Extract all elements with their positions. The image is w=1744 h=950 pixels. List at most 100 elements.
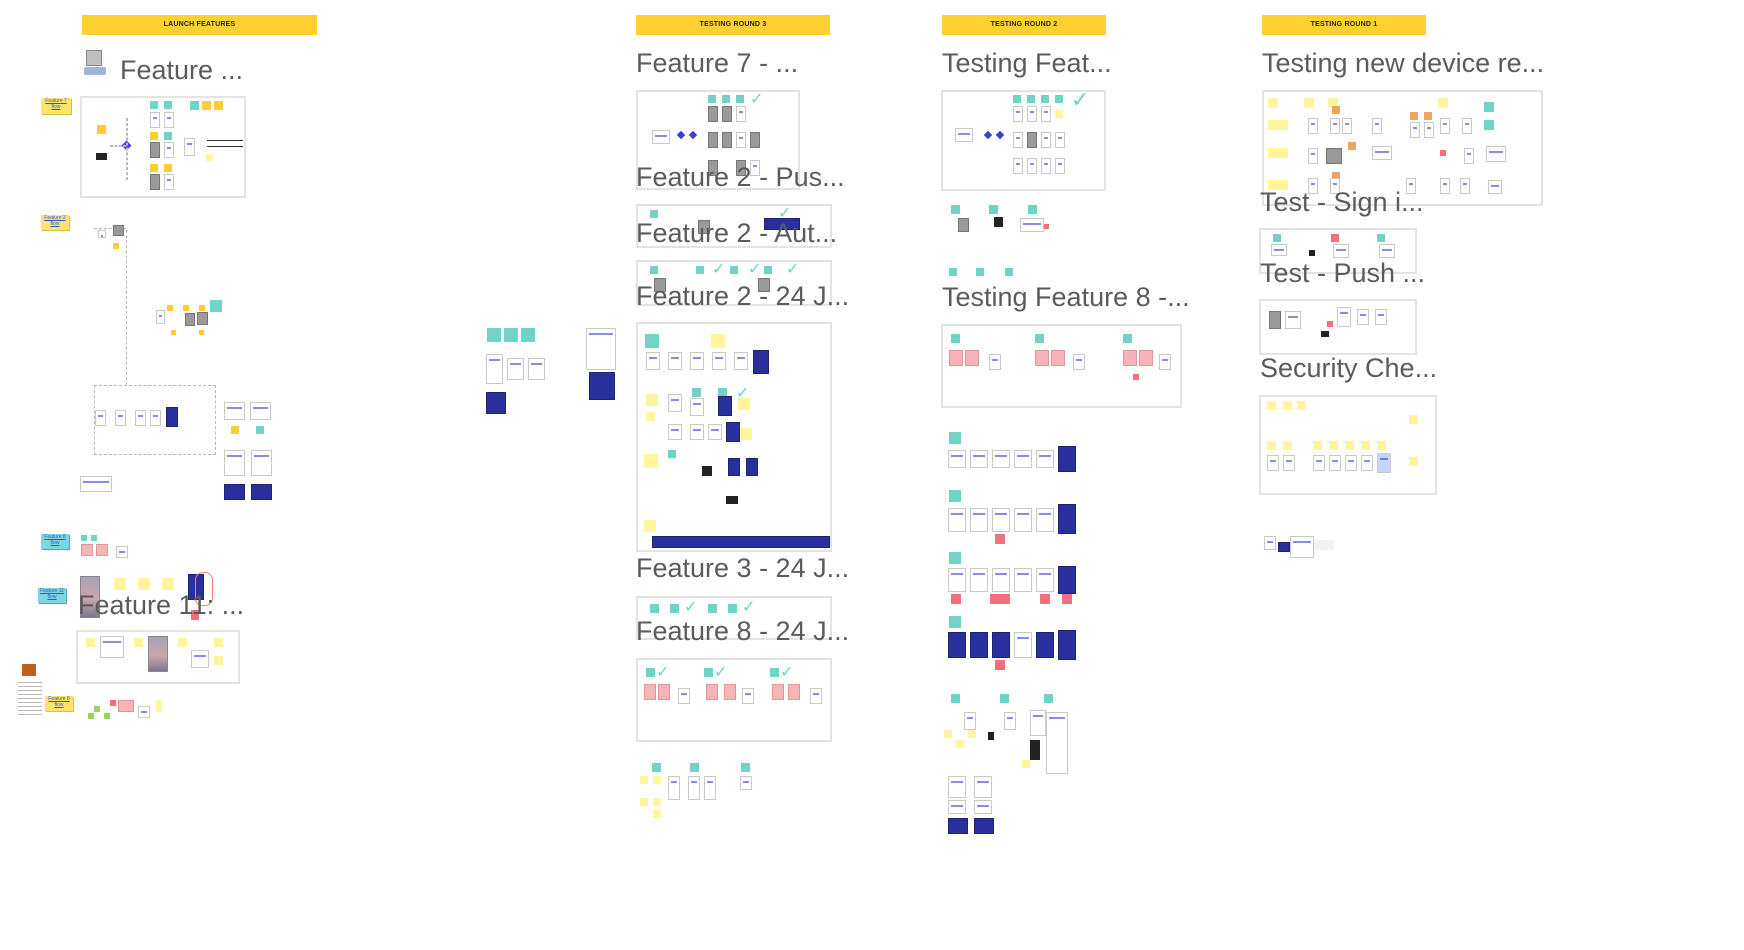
screen-thumbnail[interactable] xyxy=(722,132,732,148)
sticky[interactable] xyxy=(1424,112,1432,120)
sticky[interactable] xyxy=(708,604,717,613)
sticky[interactable] xyxy=(1035,334,1044,343)
screen-thumbnail[interactable] xyxy=(1159,354,1171,370)
screen-thumbnail[interactable] xyxy=(1361,455,1373,471)
sticky[interactable] xyxy=(91,535,97,541)
frame-title-test-push[interactable]: Test - Push ... xyxy=(1260,258,1426,288)
screen-thumbnail[interactable] xyxy=(1036,568,1054,592)
frame-title-feature-3-24j[interactable]: Feature 3 - 24 J... xyxy=(636,553,850,583)
frame-test-sign-in[interactable] xyxy=(1259,228,1417,274)
sticky[interactable] xyxy=(728,604,737,613)
frame-title-testing-feature-8[interactable]: Testing Feature 8 -... xyxy=(942,282,1190,312)
sticky[interactable] xyxy=(1267,441,1276,450)
sticky[interactable] xyxy=(951,694,960,703)
screen-thumbnail[interactable] xyxy=(589,372,615,400)
screen-thumbnail[interactable] xyxy=(1406,178,1416,194)
screen-thumbnail[interactable] xyxy=(706,684,718,700)
sticky[interactable] xyxy=(730,266,738,274)
screen-thumbnail[interactable] xyxy=(712,352,726,370)
screen-thumbnail[interactable] xyxy=(1271,244,1287,256)
screen-thumbnail[interactable] xyxy=(1041,132,1051,148)
sticky[interactable] xyxy=(722,95,730,103)
screen-thumbnail[interactable] xyxy=(690,352,704,370)
sticky[interactable] xyxy=(956,740,964,748)
frame-security-check[interactable] xyxy=(1259,395,1437,495)
sticky[interactable] xyxy=(736,95,744,103)
sticky[interactable] xyxy=(951,205,960,214)
screen-thumbnail[interactable] xyxy=(988,732,994,740)
sticky[interactable] xyxy=(504,328,518,342)
screen-thumbnail[interactable] xyxy=(1014,568,1032,592)
screen-thumbnail[interactable] xyxy=(746,458,758,476)
sticky[interactable] xyxy=(1267,401,1276,410)
sticky[interactable] xyxy=(995,534,1005,544)
screen-thumbnail[interactable] xyxy=(100,636,124,658)
screen-thumbnail[interactable] xyxy=(1308,178,1318,194)
frame-title-testing-feat[interactable]: Testing Feat... xyxy=(942,48,1112,78)
sticky[interactable] xyxy=(86,638,95,647)
sticky[interactable] xyxy=(646,412,655,421)
sticky[interactable] xyxy=(670,604,679,613)
screen-thumbnail[interactable] xyxy=(974,776,992,798)
screen-thumbnail[interactable] xyxy=(1027,158,1037,174)
screen-thumbnail[interactable] xyxy=(1269,311,1281,329)
screen-thumbnail[interactable] xyxy=(1058,504,1076,534)
sticky[interactable] xyxy=(1484,120,1494,130)
sticky[interactable] xyxy=(1409,457,1418,466)
screen-thumbnail[interactable] xyxy=(1372,118,1382,134)
screen-thumbnail[interactable] xyxy=(1410,122,1420,138)
screen-thumbnail[interactable] xyxy=(1379,244,1395,258)
sticky[interactable] xyxy=(968,730,976,738)
screen-thumbnail[interactable] xyxy=(528,358,545,380)
screen-thumbnail[interactable] xyxy=(1357,309,1369,325)
screen-thumbnail[interactable] xyxy=(708,424,722,440)
sticky[interactable] xyxy=(110,700,116,706)
frame-feature-7[interactable]: ✓ xyxy=(636,90,800,190)
screen-thumbnail[interactable] xyxy=(1030,740,1040,760)
sticky[interactable] xyxy=(210,300,222,312)
screen-thumbnail[interactable] xyxy=(992,508,1010,532)
screen-thumbnail[interactable] xyxy=(197,312,208,325)
sticky[interactable] xyxy=(646,394,658,406)
screen-thumbnail[interactable] xyxy=(1283,455,1295,471)
sticky[interactable] xyxy=(692,388,701,397)
sticky[interactable] xyxy=(214,638,223,647)
sticky[interactable] xyxy=(690,763,699,772)
sticky[interactable] xyxy=(1022,760,1030,768)
screen-thumbnail[interactable] xyxy=(1036,632,1054,658)
sticky[interactable] xyxy=(114,578,126,590)
screen-thumbnail[interactable] xyxy=(118,700,134,712)
screen-thumbnail[interactable] xyxy=(726,496,738,504)
screen-thumbnail[interactable] xyxy=(1460,178,1470,194)
screen-thumbnail[interactable] xyxy=(690,424,704,440)
sticky[interactable] xyxy=(650,604,659,613)
sticky[interactable] xyxy=(1268,180,1278,190)
sticky[interactable] xyxy=(150,164,158,172)
screen-thumbnail[interactable] xyxy=(156,310,165,324)
screen-thumbnail[interactable] xyxy=(948,632,966,658)
sticky[interactable] xyxy=(1304,98,1314,108)
screen-thumbnail[interactable] xyxy=(1030,710,1046,736)
sticky[interactable] xyxy=(138,578,150,590)
screen-thumbnail[interactable] xyxy=(955,128,973,142)
screen-thumbnail[interactable] xyxy=(974,818,994,834)
sticky[interactable] xyxy=(1278,120,1288,130)
screen-thumbnail[interactable] xyxy=(668,394,682,412)
screen-thumbnail[interactable] xyxy=(740,776,752,790)
screen-thumbnail[interactable] xyxy=(994,217,1003,227)
screen-thumbnail[interactable] xyxy=(1267,455,1279,471)
screen-thumbnail[interactable] xyxy=(1041,158,1051,174)
screen-thumbnail[interactable] xyxy=(486,392,506,414)
screen-thumbnail[interactable] xyxy=(224,450,245,476)
screen-thumbnail[interactable] xyxy=(708,106,718,122)
screen-thumbnail[interactable] xyxy=(251,450,272,476)
column-header-testing-round-3[interactable]: TESTING ROUND 3 xyxy=(636,15,830,35)
sticky[interactable] xyxy=(995,660,1005,670)
sticky[interactable] xyxy=(653,798,661,806)
sticky[interactable] xyxy=(1040,594,1050,604)
sticky[interactable] xyxy=(1377,441,1386,450)
screen-thumbnail[interactable] xyxy=(486,354,503,384)
sticky-note-link[interactable]: Feature 7 flow xyxy=(41,98,71,114)
screen-thumbnail[interactable] xyxy=(1014,450,1032,468)
screen-thumbnail[interactable] xyxy=(772,684,784,700)
